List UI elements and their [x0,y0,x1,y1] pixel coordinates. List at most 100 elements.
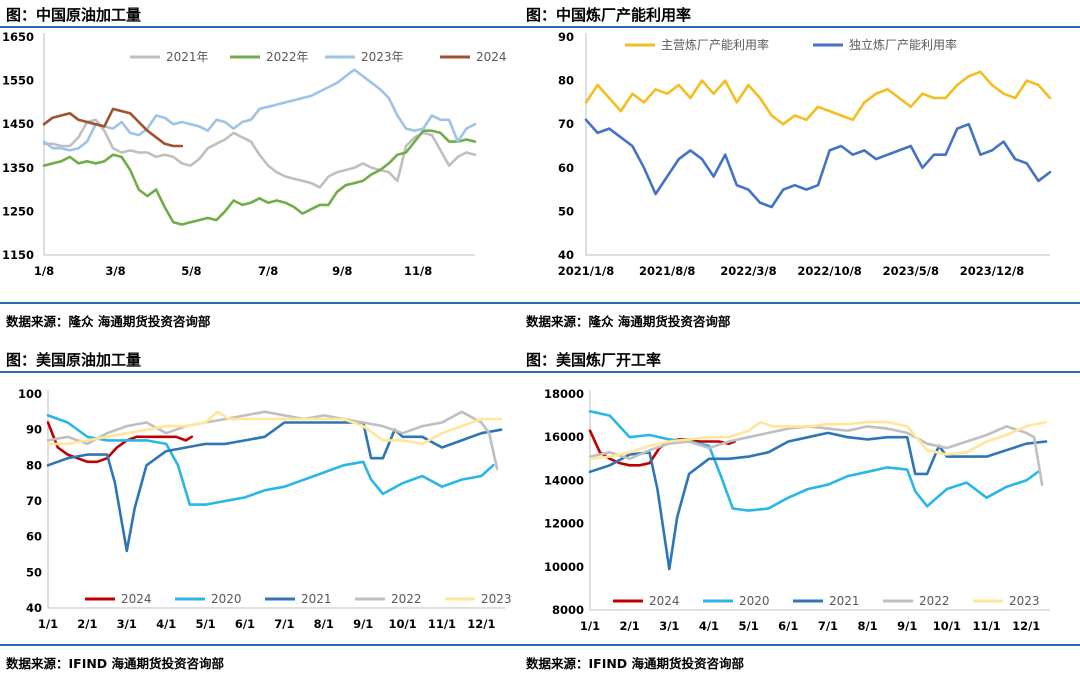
x-tick-label: 11/1 [428,617,456,631]
legend-label: 2022年 [266,50,309,64]
y-tick-label: 40 [26,601,42,615]
series-line-2020 [588,409,1040,512]
chart-title: 图：中国炼厂产能利用率 [526,6,692,24]
series-line-2024 [42,107,184,148]
x-tick-label: 5/8 [181,264,201,278]
series-line-2022 [46,410,499,471]
y-tick-label: 90 [558,30,574,44]
bottom-rule [540,644,1080,646]
y-tick-label: 70 [26,494,42,508]
china-crude-processing-chart: 1150 1250 1350 1450 1550 1650 1/8 3/8 5/8 7/8 9/8 1… [2,30,507,278]
legend-label: 2023 [481,592,512,606]
chart-title: 图：美国炼厂开工率 [526,351,662,369]
y-tick-label: 8000 [552,603,584,617]
y-tick-label: 50 [558,204,574,218]
us-crude-processing-chart: 40 50 60 70 80 90 100 1/1 2/1 3/1 4/1 5/1 6/1 7/1 8/1 9… [18,387,512,631]
x-tick-label: 4/1 [156,617,176,631]
x-tick-label: 3/1 [117,617,137,631]
legend-label: 2022 [391,592,422,606]
panel-china-refinery-utilization: 图：中国炼厂产能利用率 40 50 60 70 80 90 2021/1/8 2021/8/8… [526,0,1080,335]
y-tick-label: 10000 [544,560,584,574]
series-line-2021 [46,421,503,553]
y-tick-label: 1250 [2,204,34,218]
x-tick-label: 2023/5/8 [883,264,939,278]
x-tick-label: 5/1 [739,619,759,633]
series-line-2022 [588,425,1044,486]
x-tick-label: 9/1 [353,617,373,631]
series-line-独立炼厂产能利用率 [584,118,1052,209]
x-tick-label: 8/1 [314,617,334,631]
y-tick-label: 1650 [2,30,34,44]
x-tick-label: 2022/10/8 [797,264,861,278]
legend-label: 主营炼厂产能利用率 [661,37,769,52]
y-tick-label: 12000 [544,517,584,531]
data-source: 数据来源：IFIND 海通期货投资咨询部 [526,656,745,671]
x-tick-label: 4/1 [699,619,719,633]
chart-title: 图：美国原油加工量 [6,351,142,369]
legend-label: 2023 [1009,594,1040,608]
x-tick-label: 12/1 [467,617,495,631]
x-tick-label: 7/1 [274,617,294,631]
x-tick-label: 9/1 [897,619,917,633]
x-tick-label: 2023/12/8 [960,264,1024,278]
y-tick-label: 70 [558,117,574,131]
title-rule [540,371,1080,373]
x-tick-label: 12/1 [1012,619,1040,633]
x-tick-label: 6/1 [235,617,255,631]
legend-label: 2023年 [361,50,404,64]
series-line-2021 [588,431,1048,571]
x-tick-label: 1/1 [580,619,600,633]
x-tick-label: 7/1 [818,619,838,633]
y-tick-label: 16000 [544,430,584,444]
legend-label: 2024 [476,50,507,64]
panel-us-crude-processing: 图：美国原油加工量 40 50 60 70 80 90 100 1/1 2/1 3/1 4/1 5/1… [0,345,540,677]
x-tick-label: 6/1 [778,619,798,633]
legend-label: 2021 [301,592,332,606]
x-tick-label: 11/1 [972,619,1000,633]
us-refinery-operating-rate-chart: 8000 10000 12000 14000 16000 18000 1/1 2/1 3/1 4/… [544,387,1050,633]
x-tick-label: 2/1 [620,619,640,633]
x-tick-label: 3/8 [105,264,125,278]
bottom-rule [0,302,540,304]
series-line-2023 [46,410,503,446]
y-tick-label: 80 [26,458,42,472]
data-source: 数据来源：隆众 海通期货投资咨询部 [526,314,731,329]
x-tick-label: 11/8 [404,264,432,278]
legend-label: 2020 [211,592,242,606]
chart-title: 图：中国原油加工量 [6,6,142,24]
y-tick-label: 18000 [544,387,584,401]
title-rule [0,371,540,373]
y-tick-label: 60 [26,530,42,544]
x-tick-label: 8/1 [857,619,877,633]
legend-label: 2024 [649,594,680,608]
legend-label: 2022 [919,594,950,608]
series-line-2023 [588,420,1048,461]
x-tick-label: 2022/3/8 [720,264,776,278]
x-tick-label: 9/8 [332,264,352,278]
y-tick-label: 40 [558,248,574,262]
x-tick-label: 2021/8/8 [639,264,695,278]
title-rule [540,26,1080,28]
legend-label: 2021 [829,594,860,608]
series-line-2020 [46,414,495,506]
title-rule [0,26,540,28]
y-tick-label: 1150 [2,248,34,262]
x-tick-label: 7/8 [258,264,278,278]
y-tick-label: 1550 [2,74,34,88]
x-tick-label: 10/1 [388,617,416,631]
bottom-rule [0,644,540,646]
data-source: 数据来源：IFIND 海通期货投资咨询部 [6,656,225,671]
legend-label: 2020 [739,594,770,608]
y-tick-label: 60 [558,161,574,175]
x-tick-label: 10/1 [933,619,961,633]
series-line-2023年 [42,68,477,152]
legend-label: 2024 [121,592,152,606]
china-refinery-utilization-chart: 40 50 60 70 80 90 2021/1/8 2021/8/8 2022/3/8 2022… [558,30,1052,278]
x-tick-label: 1/8 [34,264,54,278]
y-tick-label: 1450 [2,117,34,131]
series-line-主营炼厂产能利用率 [584,70,1052,126]
x-tick-label: 2021/1/8 [558,264,614,278]
data-source: 数据来源：隆众 海通期货投资咨询部 [6,314,211,329]
bottom-rule [540,302,1080,304]
panel-china-crude-processing: 图：中国原油加工量 1150 1250 1350 1450 1550 1650 1/8 3/8… [0,0,540,335]
